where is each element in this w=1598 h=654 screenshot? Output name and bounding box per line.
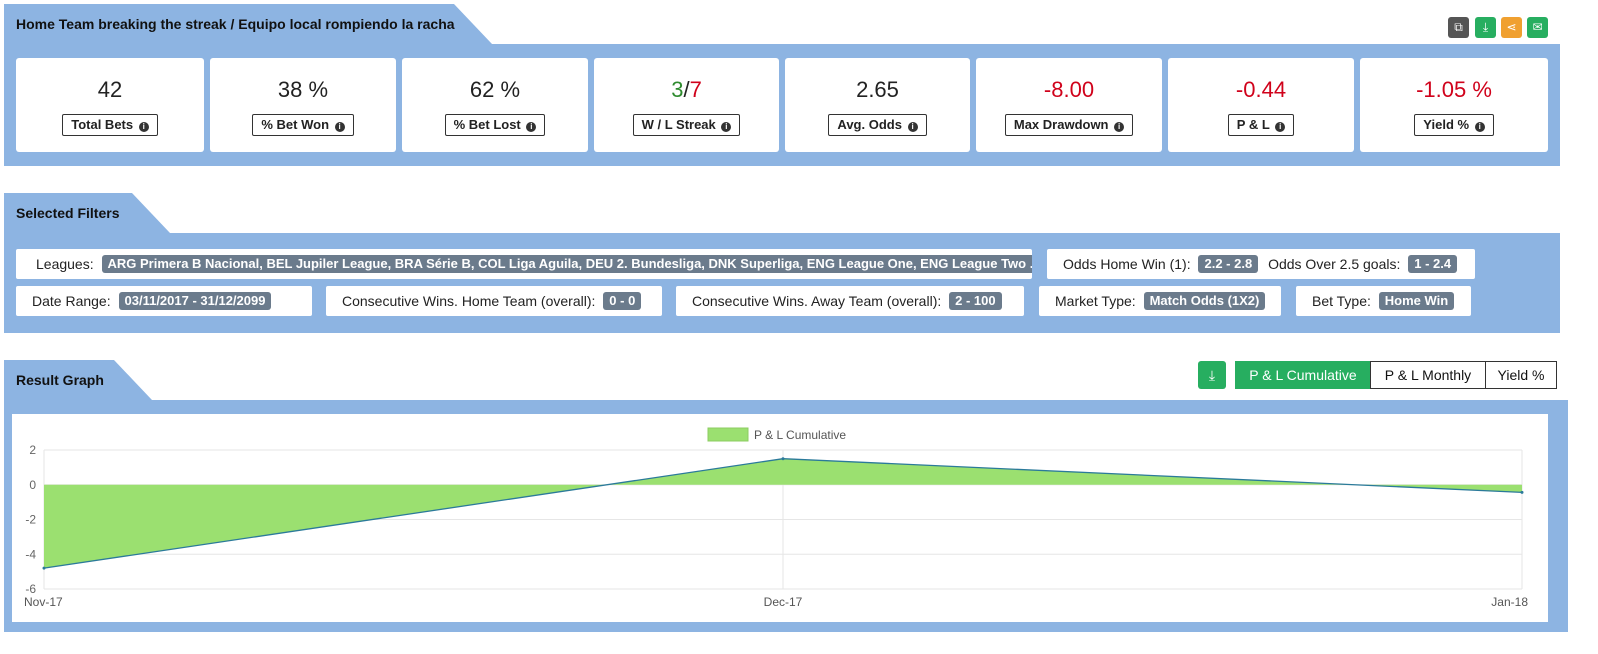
- data-point: [781, 457, 785, 461]
- mail-icon[interactable]: ✉: [1527, 17, 1548, 38]
- x-tick-label: Dec-17: [764, 595, 803, 609]
- info-icon[interactable]: i: [526, 122, 537, 132]
- graph-title: Result Graph: [4, 360, 152, 400]
- filter-odds-home-value: 2.2 - 2.8: [1198, 255, 1259, 273]
- stat-label: P & L i: [1227, 114, 1295, 136]
- stat-label: Yield % i: [1414, 114, 1494, 136]
- stat-card-pl: -0.44 P & L i: [1168, 58, 1354, 152]
- stat-label: % Bet Lost i: [444, 114, 546, 136]
- y-tick-label: 2: [29, 443, 36, 457]
- stat-value: 3/7: [671, 77, 702, 102]
- filter-date-value: 03/11/2017 - 31/12/2099: [118, 292, 272, 310]
- copy-icon[interactable]: ⧉: [1448, 17, 1469, 38]
- page-title: Home Team breaking the streak / Equipo l…: [4, 4, 492, 44]
- filter-market-type: Market Type: Match Odds (1X2): [1039, 286, 1281, 316]
- loss-streak-value: 7: [689, 77, 702, 102]
- info-icon[interactable]: i: [907, 122, 918, 132]
- download-icon[interactable]: ⤓: [1475, 17, 1496, 38]
- data-point: [42, 566, 46, 570]
- filter-leagues-value: ARG Primera B Nacional, BEL Jupiler Leag…: [101, 255, 1032, 273]
- filter-odds: Odds Home Win (1): 2.2 - 2.8 Odds Over 2…: [1047, 249, 1475, 279]
- info-icon[interactable]: i: [721, 122, 732, 132]
- filter-date-range: Date Range: 03/11/2017 - 31/12/2099: [16, 286, 312, 316]
- info-icon[interactable]: i: [138, 122, 149, 132]
- stat-value: 38 %: [277, 77, 329, 102]
- info-icon[interactable]: i: [1275, 122, 1286, 132]
- stat-value: -1.05 %: [1416, 77, 1492, 102]
- filters-panel: Leagues: ARG Primera B Nacional, BEL Jup…: [4, 233, 1560, 333]
- download-chart-button[interactable]: ⤓: [1198, 361, 1226, 389]
- stat-label: Total Bets i: [62, 114, 158, 136]
- stat-label: W / L Streak i: [632, 114, 741, 136]
- graph-section: Result Graph ⤓ P & L Cumulative P & L Mo…: [4, 360, 1594, 632]
- stat-value: 2.65: [856, 77, 899, 102]
- stat-value: 62 %: [469, 77, 521, 102]
- filter-cons-home-value: 0 - 0: [603, 292, 642, 310]
- info-icon[interactable]: i: [334, 122, 345, 132]
- filter-bet-type: Bet Type: Home Win: [1296, 286, 1471, 316]
- filters-title: Selected Filters: [4, 193, 170, 233]
- stat-card-wl-streak: 3/7 W / L Streak i: [594, 58, 779, 152]
- stat-label: Max Drawdown i: [1004, 114, 1134, 136]
- x-tick-label: Nov-17: [24, 595, 63, 609]
- tab-yield[interactable]: Yield %: [1485, 361, 1557, 389]
- stat-label: Avg. Odds i: [828, 114, 927, 136]
- stat-card-bet-lost: 62 % % Bet Lost i: [402, 58, 588, 152]
- stat-card-yield: -1.05 % Yield % i: [1360, 58, 1548, 152]
- stat-card-bet-won: 38 % % Bet Won i: [210, 58, 396, 152]
- stat-label: % Bet Won i: [252, 114, 354, 136]
- stats-panel: 42 Total Bets i 38 % % Bet Won i 62 % % …: [4, 44, 1560, 166]
- filters-section: Selected Filters Leagues: ARG Primera B …: [4, 193, 1594, 333]
- win-streak-value: 3: [671, 77, 684, 102]
- y-tick-label: -4: [25, 547, 36, 561]
- filter-bettype-value: Home Win: [1378, 292, 1455, 310]
- y-tick-label: 0: [29, 478, 36, 492]
- filter-cons-away: Consecutive Wins. Away Team (overall): 2…: [676, 286, 1024, 316]
- legend-label: P & L Cumulative: [754, 428, 846, 442]
- stat-value: 42: [97, 77, 123, 102]
- filter-cons-home: Consecutive Wins. Home Team (overall): 0…: [326, 286, 662, 316]
- stat-card-avg-odds: 2.65 Avg. Odds i: [785, 58, 970, 152]
- filter-market-value: Match Odds (1X2): [1143, 292, 1266, 310]
- stat-card-total-bets: 42 Total Bets i: [16, 58, 204, 152]
- tab-pl-cumulative[interactable]: P & L Cumulative: [1235, 361, 1371, 389]
- filter-odds-over-value: 1 - 2.4: [1408, 255, 1458, 273]
- stat-card-max-drawdown: -8.00 Max Drawdown i: [976, 58, 1162, 152]
- y-tick-label: -6: [25, 582, 36, 596]
- filter-cons-away-value: 2 - 100: [949, 292, 1002, 310]
- info-icon[interactable]: i: [1114, 122, 1125, 132]
- y-tick-label: -2: [25, 513, 36, 527]
- info-icon[interactable]: i: [1474, 122, 1485, 132]
- data-point: [1520, 490, 1524, 494]
- stat-value: -0.44: [1235, 77, 1287, 102]
- share-icon[interactable]: ⋖: [1501, 17, 1522, 38]
- legend-swatch: [707, 427, 749, 442]
- graph-panel: 2 0 -2 -4 -6 Nov-17 Dec-17 Jan-18 P & L Cumulati…: [4, 400, 1568, 632]
- series-area: [44, 458, 1522, 569]
- stats-section: Home Team breaking the streak / Equipo l…: [4, 4, 1594, 166]
- chart-container: 2 0 -2 -4 -6 Nov-17 Dec-17 Jan-18 P & L Cumulati…: [12, 414, 1548, 622]
- stat-value: -8.00: [1043, 77, 1095, 102]
- tab-pl-monthly[interactable]: P & L Monthly: [1370, 361, 1486, 389]
- x-tick-label: Jan-18: [1491, 595, 1528, 609]
- filter-leagues: Leagues: ARG Primera B Nacional, BEL Jup…: [16, 249, 1032, 279]
